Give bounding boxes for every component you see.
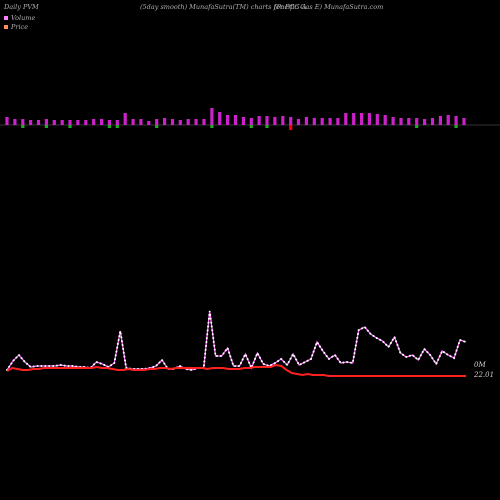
volume-bar — [123, 113, 127, 125]
volume-bar — [415, 118, 419, 125]
legend-volume-swatch — [4, 16, 8, 20]
volume-bar — [13, 119, 17, 125]
volume-bar — [241, 117, 245, 125]
volume-bar — [352, 113, 356, 125]
volume-bar — [336, 118, 340, 125]
legend-price-label: Price — [11, 23, 29, 31]
volume-bar — [462, 118, 466, 125]
chart-header-right: (Pacific Gas E) MunafaSutra.com — [274, 3, 384, 11]
volume-bar-down — [44, 125, 48, 128]
volume-bar — [163, 118, 167, 125]
volume-bar — [155, 119, 159, 125]
volume-bar — [430, 118, 435, 125]
volume-bar — [147, 121, 151, 125]
volume-bar — [399, 118, 403, 125]
volume-bar-down — [454, 125, 458, 128]
volume-bar — [131, 119, 135, 125]
volume-bar — [265, 116, 269, 125]
volume-bar — [100, 119, 104, 125]
legend-price-swatch — [4, 25, 8, 29]
volume-bar — [383, 115, 387, 125]
volume-bar — [139, 119, 143, 125]
volume-bar — [115, 120, 119, 125]
price-series-line — [6, 363, 466, 377]
volume-bar-down — [210, 125, 214, 128]
chart-header-center: (5day smooth) MunafaSutra(TM) charts for… — [140, 3, 307, 11]
volume-bar-down — [155, 125, 159, 128]
volume-bar — [249, 118, 253, 125]
volume-bar — [194, 119, 198, 125]
volume-last-label: 0M — [474, 361, 486, 369]
volume-bar — [289, 117, 293, 125]
volume-bar — [76, 120, 80, 125]
volume-bar — [210, 108, 214, 125]
volume-bar — [233, 115, 238, 125]
volume-bar-down — [21, 125, 25, 128]
volume-bar — [36, 120, 41, 125]
volume-bar — [60, 120, 64, 125]
volume-bar — [367, 113, 371, 125]
volume-series-markers — [6, 310, 467, 372]
volume-bar — [391, 117, 395, 125]
volume-bar-down — [115, 125, 119, 128]
volume-bar — [407, 118, 411, 125]
volume-bar — [344, 113, 348, 125]
volume-bar — [44, 119, 48, 125]
volume-bar — [257, 116, 261, 125]
volume-bar — [21, 119, 25, 125]
volume-bar — [281, 116, 285, 125]
volume-bar — [312, 118, 316, 125]
volume-bar — [5, 117, 9, 125]
volume-bar — [296, 119, 301, 125]
volume-bar-down — [415, 125, 419, 128]
volume-bar — [328, 118, 332, 125]
volume-bar — [107, 120, 111, 125]
volume-series-line — [6, 310, 467, 371]
chart-header-left: Daily PVM — [4, 3, 39, 11]
volume-bar — [360, 113, 364, 125]
legend-price: Price — [4, 23, 28, 31]
volume-bar — [438, 116, 442, 125]
volume-bar — [29, 120, 33, 125]
volume-bar — [170, 119, 175, 125]
volume-bar — [304, 117, 308, 125]
volume-bar — [273, 117, 277, 125]
volume-bar — [218, 112, 222, 125]
volume-bar — [446, 115, 450, 125]
volume-bar — [68, 120, 72, 125]
volume-bar — [178, 120, 182, 125]
volume-bar — [226, 115, 230, 125]
price-last-label: 22.01 — [473, 371, 494, 379]
volume-bars — [5, 108, 466, 130]
volume-bar — [320, 118, 324, 125]
legend-volume-label: Volume — [11, 14, 36, 22]
volume-bar — [186, 119, 190, 125]
volume-bar — [375, 114, 379, 125]
volume-bar-down — [265, 125, 269, 128]
volume-bar — [84, 120, 88, 125]
volume-bar — [454, 116, 458, 125]
volume-bar-down — [107, 125, 111, 128]
volume-bar — [423, 119, 427, 125]
volume-bar — [202, 119, 206, 125]
volume-bar-down — [249, 125, 253, 128]
volume-bar-down — [68, 125, 72, 128]
volume-bar-down — [289, 125, 293, 130]
volume-bar — [92, 119, 96, 125]
legend-volume: Volume — [4, 14, 35, 22]
volume-bar — [52, 120, 56, 125]
